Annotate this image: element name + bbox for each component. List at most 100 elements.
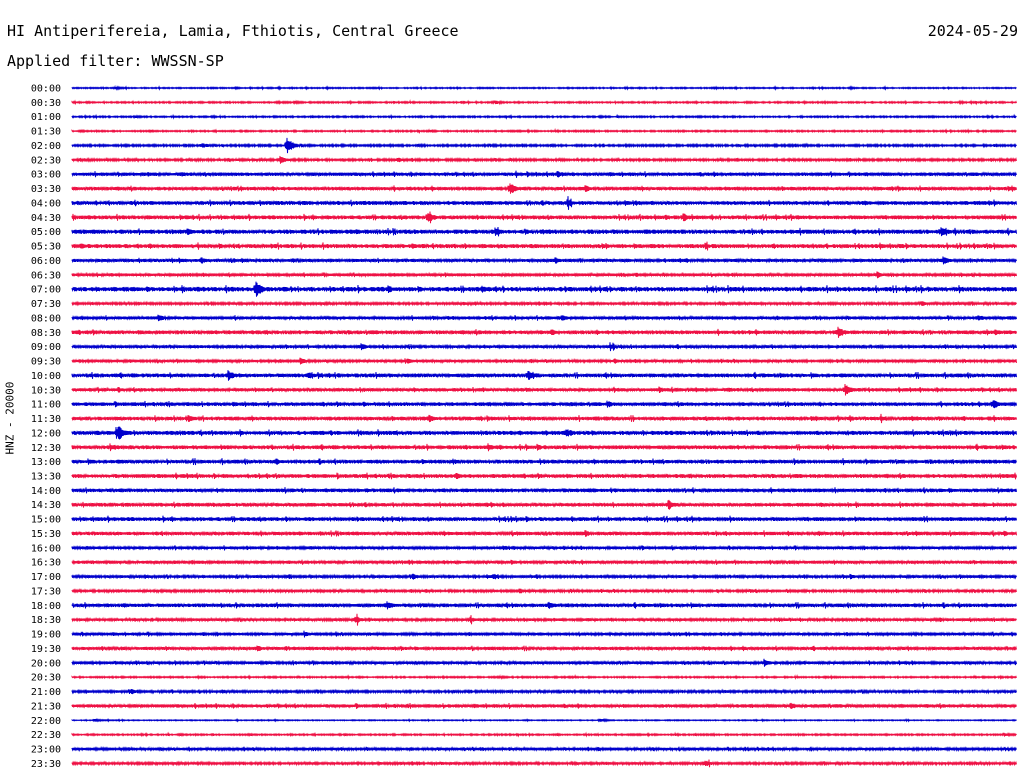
trace-line xyxy=(71,300,1017,307)
trace-line xyxy=(71,759,1017,768)
time-label: 19:00 xyxy=(31,630,61,641)
time-label: 03:00 xyxy=(31,170,61,181)
time-label: 08:00 xyxy=(31,313,61,324)
trace-line xyxy=(71,673,1017,681)
time-label: 10:30 xyxy=(31,385,61,396)
time-label: 09:00 xyxy=(31,342,61,353)
time-label: 02:30 xyxy=(31,155,61,166)
trace-line xyxy=(71,400,1017,409)
trace-line xyxy=(71,630,1017,638)
trace-line xyxy=(71,544,1017,551)
time-label: 04:00 xyxy=(31,198,61,209)
trace-line xyxy=(71,645,1017,652)
trace-line xyxy=(71,271,1017,279)
trace-line xyxy=(71,717,1017,723)
time-label: 05:00 xyxy=(31,227,61,238)
time-label: 14:00 xyxy=(31,486,61,497)
trace-line xyxy=(71,241,1017,251)
trace-line xyxy=(71,658,1017,667)
trace-line xyxy=(71,573,1017,580)
trace-line xyxy=(71,196,1017,210)
trace-line xyxy=(71,226,1017,237)
time-label: 19:30 xyxy=(31,644,61,655)
trace-line xyxy=(71,155,1017,164)
trace-line xyxy=(71,688,1017,695)
trace-line xyxy=(71,256,1017,265)
time-label: 09:30 xyxy=(31,357,61,368)
time-label: 15:00 xyxy=(31,515,61,526)
time-label: 22:30 xyxy=(31,730,61,741)
trace-line xyxy=(71,137,1017,154)
time-label: 18:30 xyxy=(31,615,61,626)
time-label: 22:00 xyxy=(31,716,61,727)
trace-line xyxy=(71,472,1017,480)
time-label: 21:00 xyxy=(31,687,61,698)
trace-line xyxy=(71,127,1017,135)
trace-line xyxy=(71,342,1017,352)
time-label: 18:00 xyxy=(31,601,61,612)
time-label: 07:30 xyxy=(31,299,61,310)
trace-line xyxy=(71,613,1017,626)
trace-line xyxy=(71,499,1017,510)
time-label: 23:00 xyxy=(31,745,61,756)
time-label: 21:30 xyxy=(31,701,61,712)
time-label: 11:00 xyxy=(31,400,61,411)
trace-line xyxy=(71,357,1017,365)
trace-line xyxy=(71,413,1017,424)
trace-line xyxy=(71,559,1017,566)
trace-line xyxy=(71,745,1017,753)
time-label: 20:00 xyxy=(31,658,61,669)
trace-line xyxy=(71,183,1017,194)
time-label: 13:00 xyxy=(31,457,61,468)
time-label: 03:30 xyxy=(31,184,61,195)
trace-line xyxy=(71,487,1017,494)
time-label: 12:30 xyxy=(31,443,61,454)
time-label: 20:30 xyxy=(31,673,61,684)
station-title: HI Antiperifereia, Lamia, Fthiotis, Cent… xyxy=(7,22,459,40)
time-label: 00:30 xyxy=(31,98,61,109)
time-label: 02:00 xyxy=(31,141,61,152)
time-label: 17:30 xyxy=(31,586,61,597)
time-label: 08:30 xyxy=(31,328,61,339)
trace-line xyxy=(71,211,1017,224)
trace-line xyxy=(71,515,1017,523)
time-label: 12:00 xyxy=(31,428,61,439)
trace-line xyxy=(71,281,1017,297)
trace-line xyxy=(71,702,1017,710)
trace-line xyxy=(71,170,1017,178)
trace-line xyxy=(71,99,1017,106)
trace-line xyxy=(71,370,1017,381)
time-label: 10:00 xyxy=(31,371,61,382)
time-label: 01:00 xyxy=(31,112,61,123)
time-label: 16:00 xyxy=(31,543,61,554)
time-label: 00:00 xyxy=(31,84,61,95)
trace-line xyxy=(71,601,1017,610)
filter-label: Applied filter: WWSSN-SP xyxy=(7,52,224,70)
time-label: 11:30 xyxy=(31,414,61,425)
time-label: 01:30 xyxy=(31,127,61,138)
time-label: 07:00 xyxy=(31,285,61,296)
trace-line xyxy=(71,113,1017,120)
time-label: 23:30 xyxy=(31,759,61,770)
trace-line xyxy=(71,84,1017,91)
time-label: 15:30 xyxy=(31,529,61,540)
time-label: 13:30 xyxy=(31,471,61,482)
time-label: 17:00 xyxy=(31,572,61,583)
record-date: 2024-05-29 xyxy=(927,22,1018,40)
trace-line xyxy=(71,731,1017,738)
time-label: 14:30 xyxy=(31,500,61,511)
trace-line xyxy=(71,587,1017,595)
time-label: 16:30 xyxy=(31,558,61,569)
trace-line xyxy=(71,426,1017,440)
time-label: 06:00 xyxy=(31,256,61,267)
trace-line xyxy=(71,314,1017,322)
trace-line xyxy=(71,326,1017,338)
trace-line xyxy=(71,458,1017,466)
time-label: 05:30 xyxy=(31,242,61,253)
trace-line xyxy=(71,384,1017,396)
trace-line xyxy=(71,530,1017,537)
time-label: 06:30 xyxy=(31,270,61,281)
time-label: 04:30 xyxy=(31,213,61,224)
trace-line xyxy=(71,443,1017,452)
